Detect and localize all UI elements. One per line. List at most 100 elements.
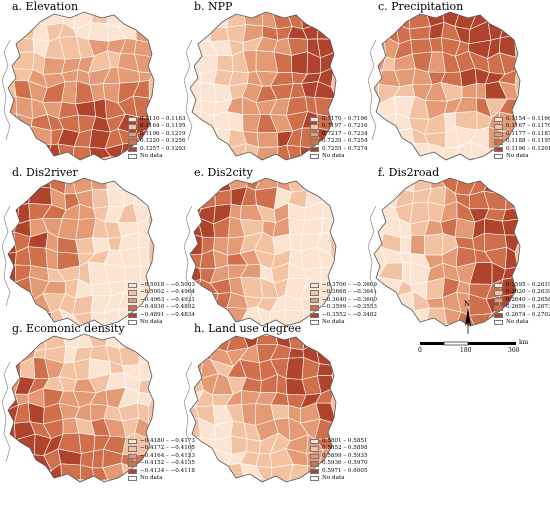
legend-swatch (310, 439, 319, 445)
legend-label: No data (322, 152, 345, 159)
county-region (285, 357, 305, 380)
legend-entry: 0.1177 – 0.1187 (494, 131, 550, 138)
county-region (374, 291, 387, 315)
neighbor-boundary (184, 361, 193, 463)
legend-label: 0.7217 – 0.7234 (322, 130, 368, 137)
county-region (91, 188, 110, 209)
county-region (214, 147, 234, 160)
legend-label: −0.4180 – −0.4173 (140, 438, 195, 444)
county-region (138, 379, 154, 395)
county-region (190, 111, 202, 130)
legend-swatch (128, 439, 137, 445)
panel-title: f. Dis2road (378, 166, 440, 179)
region-outline (373, 177, 521, 327)
legend-label: 0.1220 – 0.1256 (140, 138, 186, 145)
county-region (194, 466, 215, 482)
county-region (270, 464, 294, 482)
choropleth-map (2, 333, 155, 483)
scale-unit: km (519, 339, 529, 346)
county-region (196, 291, 219, 316)
county-region (8, 52, 16, 75)
county-region (374, 125, 388, 144)
map-panel-c: c. Precipitation 0.1154 – 0.1166 0.1167 – … (368, 0, 550, 165)
legend-label: 0.5852 – 0.5898 (322, 445, 368, 452)
legend-swatch (310, 297, 319, 304)
legend-swatch (310, 124, 319, 130)
legend-swatch (128, 290, 137, 296)
legend-entry: 0.7217 – 0.7234 (310, 131, 368, 138)
county-region (379, 295, 402, 315)
map-legend: 0.1110 – 0.1163 0.1164 – 0.1195 0.1196 – 0… (128, 116, 186, 160)
county-region (93, 98, 107, 120)
county-region (374, 21, 386, 40)
legend-label: 0.7197 – 0.7216 (322, 123, 368, 130)
legend-label: 0.1164 – 0.1195 (140, 123, 186, 130)
legend-label: No data (140, 152, 163, 159)
county-region (8, 360, 22, 378)
county-region (316, 178, 336, 194)
legend-label: 0.2659 – 0.2673 (506, 304, 550, 311)
legend-entry: 0.7197 – 0.7216 (310, 123, 368, 130)
region-outline (373, 11, 521, 161)
county-region (226, 24, 247, 43)
legend-label: 0.7170 – 0.7196 (322, 116, 368, 122)
legend-label: −0.4963 – −0.4931 (140, 296, 195, 303)
county-region (246, 438, 262, 454)
legend-entry: No data (310, 475, 368, 482)
legend-swatch (310, 312, 319, 318)
map-legend: −0.5018 – −0.5003 −0.5002 – −0.4964 −0.496… (128, 282, 195, 326)
county-region (408, 26, 431, 41)
county-region (302, 334, 322, 351)
legend-label: No data (506, 318, 529, 325)
county-region (8, 188, 20, 208)
legend-swatch (494, 283, 503, 289)
legend-swatch (128, 319, 137, 326)
legend-label: 0.1257 – 0.1293 (140, 145, 186, 152)
county-region (190, 342, 204, 364)
neighbor-boundary (2, 205, 11, 307)
county-region (12, 334, 37, 351)
scale-bar-segment-black (420, 342, 444, 345)
legend-swatch (310, 283, 319, 289)
county-region (503, 12, 517, 26)
county-region (399, 252, 412, 264)
map-legend: 0.2595 – 0.2619 0.2620 – 0.2639 0.2640 – 0… (494, 282, 550, 326)
county-region (424, 233, 444, 256)
legend-swatch (494, 131, 503, 138)
county-region (135, 12, 150, 30)
legend-label: No data (322, 474, 345, 481)
county-region (190, 447, 203, 468)
legend-entry: −0.3706 – −0.3669 (310, 282, 377, 289)
county-region (15, 295, 34, 312)
legend-entry: 0.7255 – 0.7274 (310, 146, 368, 153)
legend-swatch (494, 319, 503, 326)
scale-bar-north-arrow: N 0 180 360 km (408, 300, 528, 360)
county-region (75, 100, 97, 117)
county-region (505, 189, 520, 211)
panel-title: a. Elevation (12, 0, 79, 13)
choropleth-map (2, 11, 155, 161)
county-region (196, 128, 218, 149)
county-region (502, 218, 520, 236)
legend-entry: No data (494, 153, 550, 160)
county-region (487, 12, 508, 26)
legend-entry: 0.2659 – 0.2673 (494, 304, 550, 311)
county-region (398, 142, 415, 160)
choropleth-map (184, 177, 337, 327)
region-outline (189, 333, 337, 483)
county-region (91, 12, 108, 24)
legend-label: 0.1154 – 0.1166 (506, 116, 550, 122)
legend-label: No data (322, 318, 345, 325)
legend-label: 0.7255 – 0.7274 (322, 145, 368, 152)
legend-label: −0.4891 – −0.4834 (140, 311, 195, 318)
legend-entry: −0.4963 – −0.4931 (128, 297, 195, 304)
legend-entry: No data (494, 319, 550, 326)
county-region (314, 334, 336, 350)
legend-entry: 0.2674 – 0.2702 (494, 312, 550, 319)
legend-label: 0.2595 – 0.2619 (506, 282, 550, 288)
county-region (16, 449, 35, 472)
panel-title: e. Dis2city (194, 166, 253, 179)
county-region (379, 307, 402, 324)
county-region (8, 465, 22, 482)
map-panel-f: f. Dis2road 0.2595 – 0.2619 0.2620 – 0.263… (368, 166, 550, 331)
